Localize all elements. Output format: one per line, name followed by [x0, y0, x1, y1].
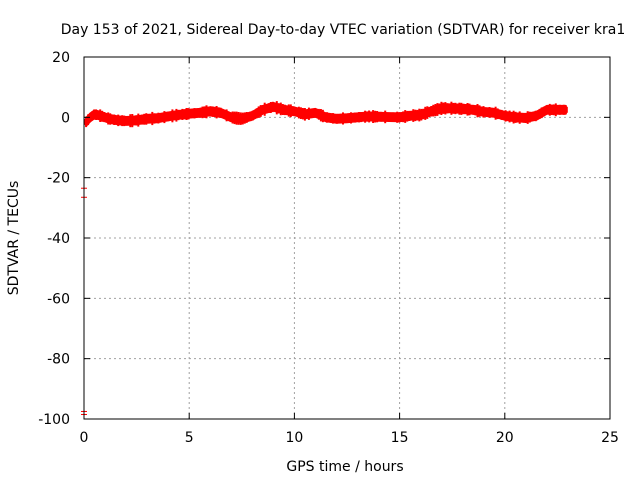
- tick-labels: 0 5 10 15 20 25 20 0 -20 -40 -60 -80 -100: [38, 50, 619, 446]
- y-tick-label: 20: [52, 50, 70, 66]
- chart-title: Day 153 of 2021, Sidereal Day-to-day VTE…: [61, 22, 626, 38]
- x-tick-label: 5: [185, 430, 194, 446]
- x-tick-label: 25: [601, 430, 619, 446]
- plot-area: [84, 57, 610, 419]
- x-tick-label: 0: [80, 430, 89, 446]
- y-tick-label: -100: [38, 412, 70, 428]
- data-layer: [81, 101, 568, 415]
- x-axis-label: GPS time / hours: [286, 459, 403, 475]
- x-tick-label: 20: [496, 430, 514, 446]
- y-tick-label: -80: [47, 352, 70, 368]
- y-tick-label: -40: [47, 231, 70, 247]
- y-tick-label: -20: [47, 171, 70, 187]
- y-tick-label: 0: [61, 110, 70, 126]
- y-axis-label: SDTVAR / TECUs: [6, 181, 22, 296]
- y-tick-label: -60: [47, 291, 70, 307]
- x-tick-label: 15: [391, 430, 409, 446]
- x-tick-label: 10: [285, 430, 303, 446]
- axis-ticks: [83, 56, 611, 420]
